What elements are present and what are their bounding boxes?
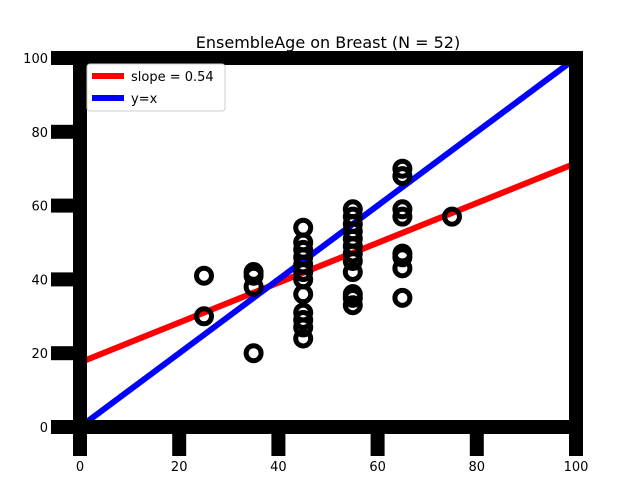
data-point-16 bbox=[293, 317, 314, 338]
points-layer bbox=[194, 158, 462, 364]
data-point-37 bbox=[392, 287, 413, 308]
data-point-1 bbox=[194, 306, 214, 327]
data-point-32 bbox=[392, 199, 413, 220]
frame-left bbox=[73, 51, 87, 434]
data-point-30 bbox=[392, 158, 413, 179]
axis-ticks: 0 20 40 60 80 100 0 20 40 60 80 100 bbox=[23, 51, 588, 475]
axes-frame bbox=[73, 51, 583, 434]
data-point-38 bbox=[442, 206, 462, 227]
data-point-5 bbox=[243, 343, 264, 364]
legend-label-0: slope = 0.54 bbox=[131, 70, 214, 85]
legend: slope = 0.54 y=x bbox=[86, 63, 226, 112]
frame-top bbox=[73, 51, 583, 65]
y-tick-mark-2 bbox=[51, 272, 80, 287]
data-point-35 bbox=[392, 247, 413, 268]
x-tick-mark-5 bbox=[569, 427, 583, 456]
y-tick-mark-1 bbox=[51, 346, 80, 361]
data-point-11 bbox=[293, 262, 314, 283]
data-point-15 bbox=[293, 309, 314, 330]
line-layer bbox=[80, 58, 576, 427]
y-tick-mark-3 bbox=[51, 198, 80, 213]
x-tick-mark-1 bbox=[172, 427, 187, 456]
frame-bottom bbox=[73, 420, 583, 434]
data-point-26 bbox=[342, 262, 363, 283]
x-tick-mark-2 bbox=[271, 427, 286, 456]
data-point-28 bbox=[342, 287, 363, 308]
data-point-0 bbox=[194, 265, 214, 286]
legend-label-1: y=x bbox=[131, 92, 158, 107]
x-tick-label-0: 0 bbox=[76, 460, 84, 475]
x-tick-label-4: 80 bbox=[469, 460, 486, 475]
series-line-1 bbox=[80, 58, 576, 427]
y-tick-label-0: 0 bbox=[40, 421, 48, 436]
data-point-4 bbox=[243, 276, 264, 297]
data-point-25 bbox=[342, 250, 363, 271]
data-point-3 bbox=[243, 265, 264, 286]
x-tick-label-1: 20 bbox=[171, 460, 188, 475]
chart-title: EnsembleAge on Breast (N = 52) bbox=[196, 33, 460, 52]
data-point-13 bbox=[293, 284, 314, 305]
x-tick-label-5: 100 bbox=[564, 460, 589, 475]
y-tick-label-1: 20 bbox=[31, 347, 48, 362]
x-tick-label-3: 60 bbox=[369, 460, 386, 475]
x-tick-label-2: 40 bbox=[270, 460, 287, 475]
data-point-29 bbox=[342, 295, 363, 316]
y-tick-label-5: 100 bbox=[23, 52, 48, 67]
x-tick-mark-3 bbox=[370, 427, 385, 456]
y-tick-label-4: 80 bbox=[31, 126, 48, 141]
data-point-17 bbox=[293, 328, 314, 349]
y-tick-mark-5 bbox=[51, 51, 80, 65]
data-point-24 bbox=[342, 243, 363, 264]
data-point-33 bbox=[392, 206, 413, 227]
x-tick-mark-4 bbox=[469, 427, 484, 456]
frame-right bbox=[569, 51, 583, 434]
x-tick-mark-0 bbox=[73, 427, 87, 456]
y-tick-mark-0 bbox=[51, 420, 80, 434]
data-point-36 bbox=[392, 258, 413, 279]
data-point-31 bbox=[392, 166, 413, 187]
y-tick-label-3: 60 bbox=[31, 200, 48, 215]
series-line-0 bbox=[80, 160, 576, 366]
y-tick-label-2: 40 bbox=[31, 273, 48, 288]
y-tick-mark-4 bbox=[51, 124, 80, 139]
